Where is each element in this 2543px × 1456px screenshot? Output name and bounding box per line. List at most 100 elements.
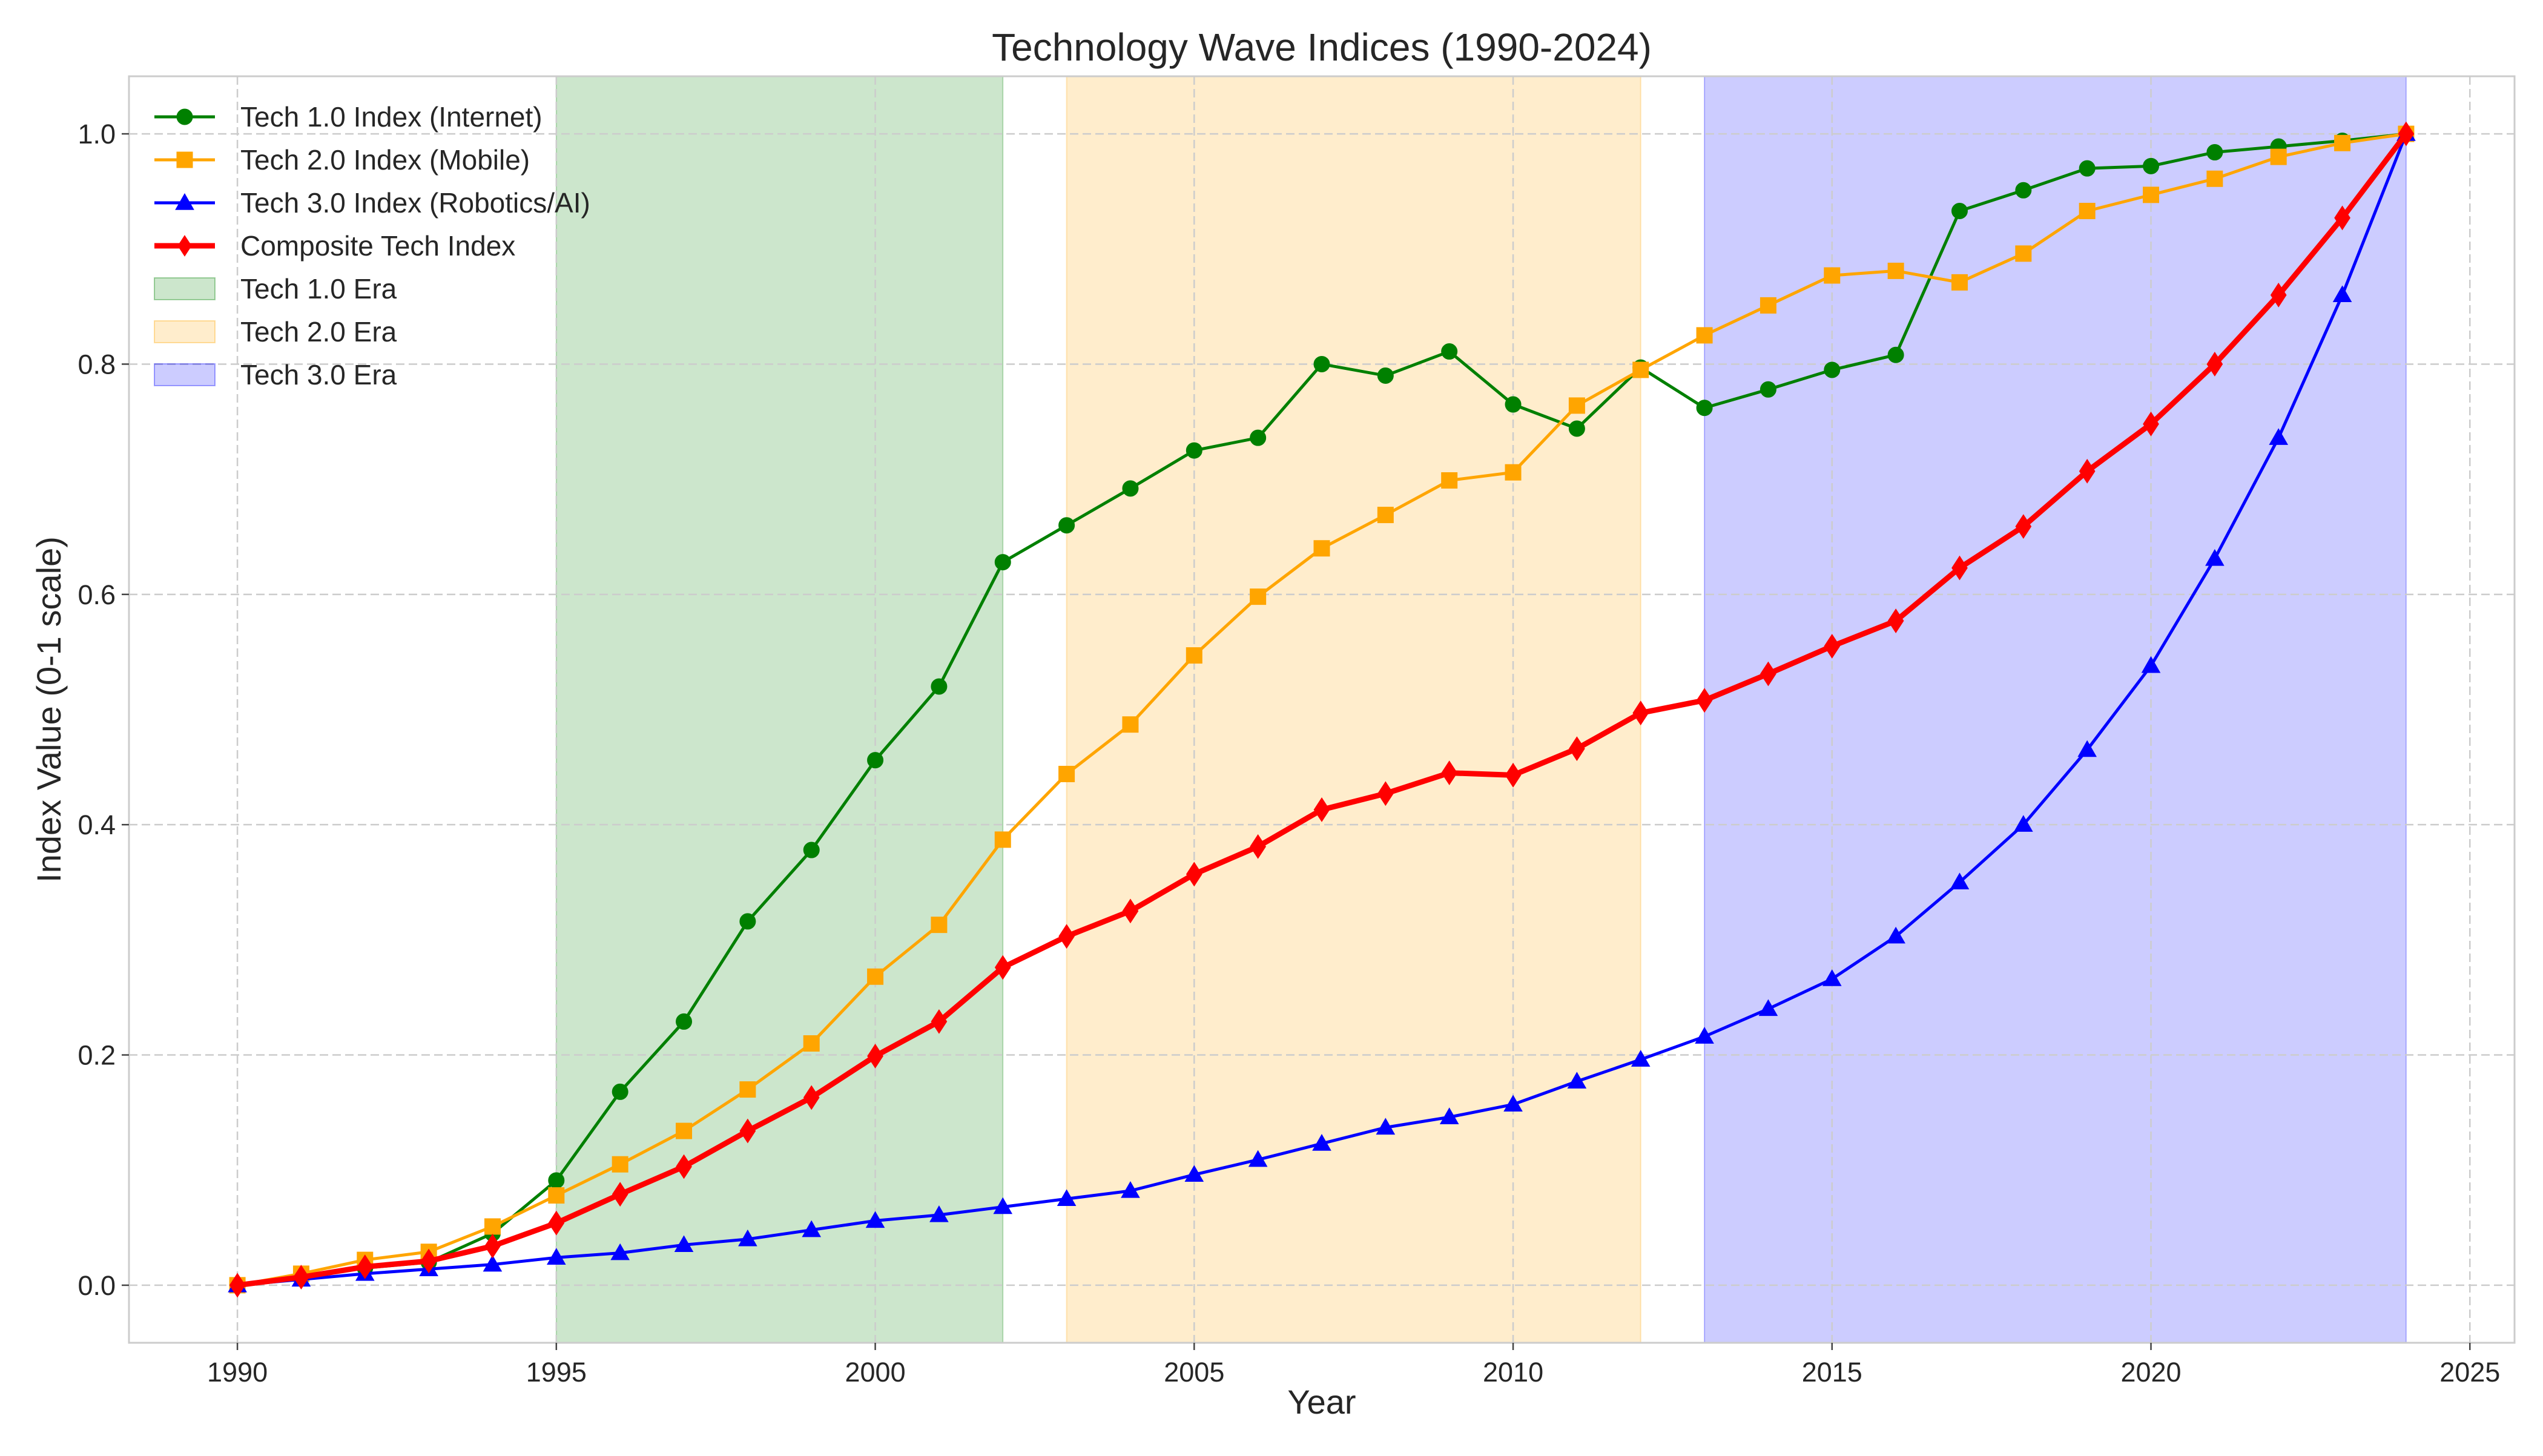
data-point-tech-1-0-index-internet: [676, 1013, 693, 1030]
data-point-tech-2-0-index-mobile: [1377, 507, 1394, 524]
data-point-tech-3-0-index-robotics-ai: [2332, 285, 2352, 303]
data-point-composite-tech-index: [1441, 760, 1458, 786]
data-point-composite-tech-index: [1951, 555, 1968, 581]
data-point-composite-tech-index: [2015, 514, 2032, 539]
axis-ticks: 1990 1995 2000 2005 2010 2015 2020 2025 0.0 0.2 0.…: [78, 119, 2500, 1388]
data-point-composite-tech-index: [1377, 781, 1394, 806]
x-tick-label: 2010: [1483, 1357, 1543, 1388]
data-point-tech-1-0-index-internet: [803, 842, 820, 858]
data-point-tech-3-0-index-robotics-ai: [1376, 1118, 1396, 1135]
data-point-composite-tech-index: [229, 1273, 246, 1298]
data-point-tech-3-0-index-robotics-ai: [929, 1205, 949, 1222]
data-point-tech-2-0-index-mobile: [2334, 134, 2351, 151]
data-point-composite-tech-index: [2270, 282, 2287, 308]
y-tick-label: 0.4: [78, 809, 116, 840]
legend-label-tech-1-0-era: Tech 1.0 Era: [240, 273, 397, 305]
data-point-tech-3-0-index-robotics-ai: [1184, 1165, 1204, 1182]
data-point-tech-2-0-index-mobile: [1760, 297, 1776, 314]
legend-marker-tech-2-0-index-mobile: [176, 151, 193, 168]
data-point-tech-2-0-index-mobile: [1250, 588, 1267, 605]
data-point-tech-2-0-index-mobile: [2015, 245, 2032, 262]
data-point-tech-1-0-index-internet: [1760, 381, 1776, 398]
legend-label-tech-2-0-era: Tech 2.0 Era: [240, 316, 397, 348]
legend-marker-tech-3-0-index-robotics-ai: [175, 193, 194, 210]
data-point-tech-2-0-index-mobile: [803, 1035, 820, 1052]
data-point-tech-3-0-index-robotics-ai: [1886, 926, 1905, 944]
data-point-composite-tech-index: [357, 1254, 374, 1279]
data-point-tech-1-0-index-internet: [1887, 346, 1904, 363]
data-point-composite-tech-index: [548, 1210, 565, 1236]
data-point-tech-2-0-index-mobile: [1122, 716, 1139, 733]
data-point-tech-1-0-index-internet: [1951, 203, 1968, 220]
data-point-composite-tech-index: [739, 1118, 756, 1144]
era-bands: [555, 76, 2407, 1343]
data-point-composite-tech-index: [1058, 924, 1075, 949]
data-point-tech-1-0-index-internet: [1058, 517, 1075, 534]
y-tick-label: 0.8: [78, 349, 116, 380]
legend-label-tech-2-0-index-mobile: Tech 2.0 Index (Mobile): [240, 144, 530, 176]
data-point-composite-tech-index: [2206, 352, 2223, 377]
data-point-composite-tech-index: [293, 1265, 309, 1290]
data-point-tech-2-0-index-mobile: [484, 1218, 501, 1235]
data-point-tech-2-0-index-mobile: [548, 1187, 565, 1204]
data-point-tech-1-0-index-internet: [1122, 480, 1139, 497]
data-point-tech-2-0-index-mobile: [1313, 540, 1330, 557]
data-point-tech-1-0-index-internet: [1186, 442, 1202, 459]
data-point-composite-tech-index: [484, 1233, 501, 1259]
x-tick-label: 2020: [2120, 1357, 2181, 1388]
data-point-tech-3-0-index-robotics-ai: [1567, 1072, 1587, 1089]
data-point-composite-tech-index: [931, 1009, 948, 1034]
data-point-tech-3-0-index-robotics-ai: [483, 1254, 503, 1272]
data-point-tech-3-0-index-robotics-ai: [610, 1243, 630, 1260]
x-tick-label: 1990: [207, 1357, 268, 1388]
data-point-tech-3-0-index-robotics-ai: [1439, 1107, 1459, 1124]
legend-marker-tech-1-0-index-internet: [176, 108, 193, 125]
data-point-tech-2-0-index-mobile: [676, 1122, 693, 1139]
data-point-composite-tech-index: [1186, 861, 1202, 887]
data-point-tech-1-0-index-internet: [2143, 157, 2160, 174]
y-tick-label: 0.0: [78, 1270, 116, 1301]
legend-swatch-tech-1-0-era: [154, 277, 216, 300]
data-point-tech-3-0-index-robotics-ai: [1503, 1095, 1523, 1112]
data-point-composite-tech-index: [994, 955, 1011, 980]
data-point-tech-3-0-index-robotics-ai: [993, 1197, 1013, 1214]
y-axis-title: Index Value (0-1 scale): [30, 536, 68, 883]
data-point-composite-tech-index: [1760, 661, 1776, 687]
x-tick-label: 2025: [2439, 1357, 2500, 1388]
legend-marker-composite-tech-index: [177, 235, 192, 257]
data-point-composite-tech-index: [420, 1248, 437, 1274]
data-point-tech-2-0-index-mobile: [1824, 267, 1841, 284]
data-point-tech-3-0-index-robotics-ai: [1248, 1150, 1268, 1167]
data-point-tech-1-0-index-internet: [1250, 429, 1267, 446]
data-point-composite-tech-index: [1122, 898, 1139, 924]
data-point-tech-2-0-index-mobile: [739, 1081, 756, 1098]
legend-label-tech-3-0-era: Tech 3.0 Era: [240, 359, 397, 390]
legend-label-tech-3-0-index-robotics-ai: Tech 3.0 Index (Robotics/AI): [240, 187, 590, 219]
data-point-tech-1-0-index-internet: [2079, 160, 2096, 177]
data-point-tech-2-0-index-mobile: [1951, 274, 1968, 291]
x-tick-label: 2005: [1164, 1357, 1224, 1388]
data-point-tech-2-0-index-mobile: [1441, 472, 1458, 489]
data-point-tech-3-0-index-robotics-ai: [1758, 999, 1778, 1016]
data-point-tech-2-0-index-mobile: [1887, 262, 1904, 279]
y-tick-label: 0.2: [78, 1040, 116, 1071]
data-point-tech-2-0-index-mobile: [1696, 327, 1713, 344]
data-point-tech-3-0-index-robotics-ai: [2014, 815, 2033, 832]
y-tick-label: 0.6: [78, 579, 116, 610]
series-tech-2-0-index-mobile: [229, 125, 2415, 1294]
era-band-tech-2-0-era: [1066, 76, 1641, 1343]
data-point-tech-1-0-index-internet: [1696, 400, 1713, 417]
data-point-tech-3-0-index-robotics-ai: [802, 1220, 822, 1237]
era-band-tech-3-0-era: [1704, 76, 2407, 1343]
data-point-tech-1-0-index-internet: [548, 1172, 565, 1189]
data-point-tech-2-0-index-mobile: [931, 917, 948, 934]
data-point-composite-tech-index: [676, 1154, 692, 1179]
data-point-tech-1-0-index-internet: [931, 678, 948, 695]
era-band-tech-1-0-era: [555, 76, 1004, 1343]
data-point-composite-tech-index: [1696, 688, 1713, 713]
x-tick-label: 2000: [845, 1357, 906, 1388]
data-point-tech-1-0-index-internet: [1824, 361, 1841, 378]
data-point-tech-1-0-index-internet: [1313, 355, 1330, 372]
data-point-tech-3-0-index-robotics-ai: [547, 1248, 566, 1265]
